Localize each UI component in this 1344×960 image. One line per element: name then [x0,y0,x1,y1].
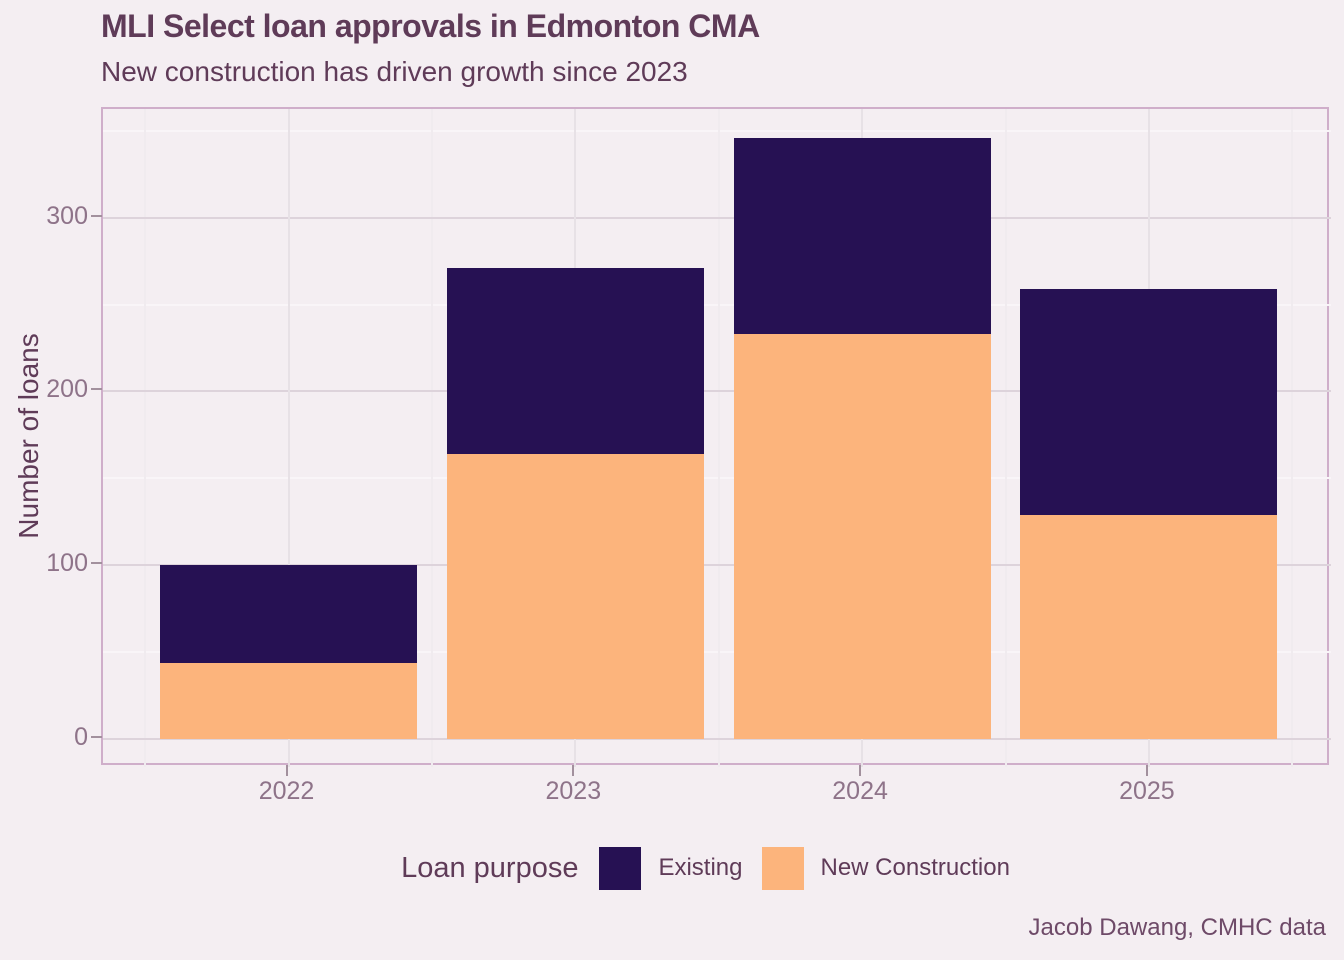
gridline-minor-x [430,109,433,767]
legend-item-existing: Existing [599,846,743,890]
bar-2023-new-construction [446,453,704,739]
gridline-minor-y [103,477,1331,480]
bar-2024-new-construction [733,334,991,739]
gridline-major-y [103,216,1331,219]
bar-2022-new-construction [160,662,417,739]
gridline-major-y [103,738,1331,740]
legend-swatch-new-construction [761,846,804,890]
gridline-major-x [287,109,290,767]
gridline-minor-y [103,129,1331,132]
legend-item-new-construction: New Construction [761,846,1010,890]
gridline-minor-x [717,109,720,767]
bar-2025-existing [1020,288,1278,515]
x-tick-label: 2025 [1119,777,1175,805]
x-tick-mark [859,765,862,776]
chart-subtitle: New construction has driven growth since… [101,56,688,87]
y-tick-mark [91,736,102,738]
y-tick-label: 100 [46,549,88,578]
x-tick-label: 2023 [545,777,602,805]
x-tick-mark [285,765,288,776]
x-tick-label: 2024 [832,777,888,805]
x-tick-label: 2022 [258,777,315,805]
plot-panel [101,107,1331,767]
chart-caption: Jacob Dawang, CMHC data [1028,914,1326,941]
legend-swatch-existing [599,846,642,890]
y-tick-mark [91,562,102,565]
gridline-major-y [103,564,1331,567]
y-tick-label: 300 [46,201,88,230]
gridline-major-y [103,390,1331,393]
chart-title: MLI Select loan approvals in Edmonton CM… [101,8,760,44]
legend-label-new-construction: New Construction [820,854,1010,881]
bar-2023-existing [446,268,704,454]
y-tick-label: 0 [74,723,88,751]
x-tick-mark [572,765,575,776]
y-axis-title: Number of loans [13,333,44,539]
gridline-minor-y [103,651,1331,654]
legend: Loan purpose Existing New Construction [101,845,1329,891]
gridline-minor-y [103,303,1331,306]
bar-2022-existing [160,565,417,663]
y-tick-mark [91,214,102,217]
legend-label-existing: Existing [658,854,743,881]
x-tick-mark [1145,765,1148,776]
y-tick-mark [91,388,102,391]
gridline-minor-x [1291,109,1294,767]
bar-2024-existing [733,137,991,335]
bar-2025-new-construction [1020,514,1278,739]
gridline-minor-x [144,109,147,767]
y-tick-label: 200 [46,375,88,404]
gridline-minor-x [1004,109,1007,767]
legend-title: Loan purpose [401,851,579,884]
